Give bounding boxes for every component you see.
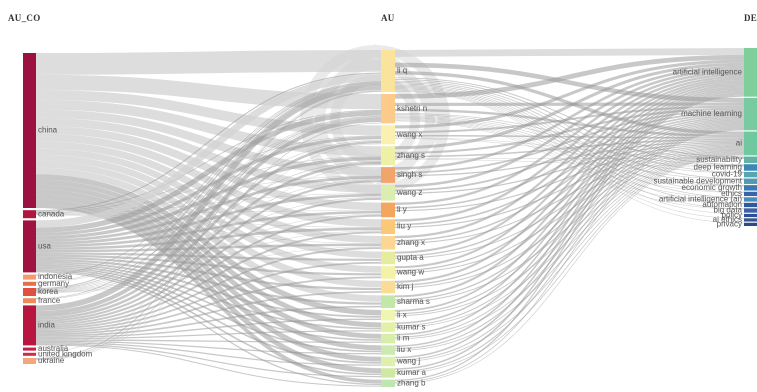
node-country-canada[interactable] bbox=[23, 210, 36, 218]
node-author-gupta-a[interactable] bbox=[381, 252, 395, 265]
label-author-zhang-s: zhang s bbox=[397, 151, 425, 160]
node-keyword-ethics[interactable] bbox=[744, 192, 757, 196]
node-keyword-ai[interactable] bbox=[744, 132, 757, 156]
node-country-australia[interactable] bbox=[23, 348, 36, 351]
node-author-wang-z[interactable] bbox=[381, 185, 395, 201]
node-author-wang-x[interactable] bbox=[381, 125, 395, 144]
label-country-france: france bbox=[38, 296, 61, 305]
label-author-li-m: li m bbox=[397, 334, 410, 343]
label-country-usa: usa bbox=[38, 242, 51, 251]
node-author-liu-y[interactable] bbox=[381, 219, 395, 234]
label-author-li-x: li x bbox=[397, 310, 407, 319]
label-author-singh-s: singh s bbox=[397, 170, 422, 179]
node-keyword-big-data[interactable] bbox=[744, 208, 757, 212]
node-author-wang-w[interactable] bbox=[381, 266, 395, 279]
node-author-zhang-b[interactable] bbox=[381, 380, 395, 387]
node-keyword-policy[interactable] bbox=[744, 214, 757, 217]
label-author-kshetri-n: kshetri n bbox=[397, 104, 427, 113]
node-country-indonesia[interactable] bbox=[23, 275, 36, 280]
node-country-india[interactable] bbox=[23, 305, 36, 345]
node-country-china[interactable] bbox=[23, 53, 36, 208]
node-author-kim-j[interactable] bbox=[381, 281, 395, 294]
label-author-liu-y: liu y bbox=[397, 222, 411, 231]
label-country-canada: canada bbox=[38, 209, 65, 218]
link-li-q-to-artificial-intelligence bbox=[395, 51, 744, 53]
label-author-gupta-a: gupta a bbox=[397, 253, 424, 262]
label-country-china: china bbox=[38, 126, 58, 135]
node-author-li-y[interactable] bbox=[381, 203, 395, 218]
node-keyword-sustainable-development[interactable] bbox=[744, 179, 757, 184]
label-author-wang-w: wang w bbox=[396, 268, 424, 277]
node-keyword-artificial-intelligence[interactable] bbox=[744, 48, 757, 97]
node-author-li-x[interactable] bbox=[381, 310, 395, 320]
node-keyword-covid-19[interactable] bbox=[744, 172, 757, 177]
link-wang-j-to-artificial-intelligence bbox=[395, 93, 744, 357]
node-keyword-ai-ethics[interactable] bbox=[744, 218, 757, 221]
node-keyword-deep-learning[interactable] bbox=[744, 164, 757, 170]
label-author-wang-x: wang x bbox=[396, 130, 422, 139]
node-keyword-economic-growth[interactable] bbox=[744, 185, 757, 190]
node-author-li-q[interactable] bbox=[381, 50, 395, 92]
node-author-wang-j[interactable] bbox=[381, 357, 395, 366]
label-country-india: india bbox=[38, 321, 55, 330]
node-author-singh-s[interactable] bbox=[381, 167, 395, 183]
node-country-ukraine[interactable] bbox=[23, 358, 36, 364]
label-country-korea: korea bbox=[38, 287, 59, 296]
node-keyword-sustainability[interactable] bbox=[744, 157, 757, 163]
node-country-germany[interactable] bbox=[23, 282, 36, 286]
node-country-united-kingdom[interactable] bbox=[23, 353, 36, 356]
label-author-wang-z: wang z bbox=[396, 188, 422, 197]
node-keyword-artificial-intelligence-ai[interactable] bbox=[744, 197, 757, 201]
node-author-kshetri-n[interactable] bbox=[381, 94, 395, 123]
node-country-france[interactable] bbox=[23, 298, 36, 303]
label-keyword-privacy: privacy bbox=[717, 219, 742, 228]
label-keyword-ai: ai bbox=[736, 139, 742, 148]
node-country-usa[interactable] bbox=[23, 220, 36, 272]
label-author-kumar-s: kumar s bbox=[397, 322, 425, 331]
label-author-zhang-x: zhang x bbox=[397, 238, 425, 247]
node-author-zhang-x[interactable] bbox=[381, 236, 395, 250]
label-author-wang-j: wang j bbox=[396, 357, 420, 366]
node-author-kumar-a[interactable] bbox=[381, 368, 395, 377]
label-author-li-y: li y bbox=[397, 205, 407, 214]
node-keyword-automation[interactable] bbox=[744, 203, 757, 207]
node-keyword-privacy[interactable] bbox=[744, 223, 757, 226]
label-keyword-artificial-intelligence: artificial intelligence bbox=[673, 67, 743, 76]
node-keyword-machine-learning[interactable] bbox=[744, 98, 757, 130]
label-author-li-q: li q bbox=[397, 66, 407, 75]
node-author-sharma-s[interactable] bbox=[381, 295, 395, 308]
label-author-kim-j: kim j bbox=[397, 282, 414, 291]
node-country-korea[interactable] bbox=[23, 288, 36, 296]
label-author-zhang-b: zhang b bbox=[397, 378, 426, 387]
label-author-kumar-a: kumar a bbox=[397, 368, 426, 377]
link-china-to-li-q bbox=[36, 61, 381, 64]
label-keyword-machine-learning: machine learning bbox=[681, 109, 742, 118]
label-country-ukraine: ukraine bbox=[38, 356, 65, 365]
label-author-liu-x: liu x bbox=[397, 345, 411, 354]
node-author-liu-x[interactable] bbox=[381, 345, 395, 354]
node-author-kumar-s[interactable] bbox=[381, 322, 395, 331]
node-author-zhang-s[interactable] bbox=[381, 146, 395, 165]
label-author-sharma-s: sharma s bbox=[397, 297, 430, 306]
node-author-li-m[interactable] bbox=[381, 334, 395, 343]
